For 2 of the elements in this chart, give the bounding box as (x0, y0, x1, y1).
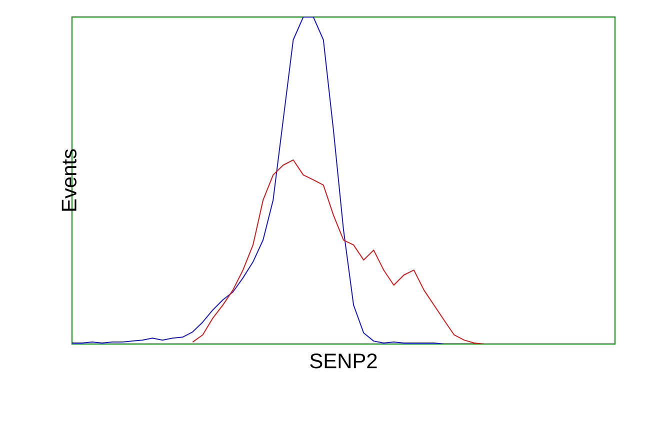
y-axis-title: Events (62, 149, 76, 211)
x-axis-title: SENP2 (310, 354, 377, 368)
